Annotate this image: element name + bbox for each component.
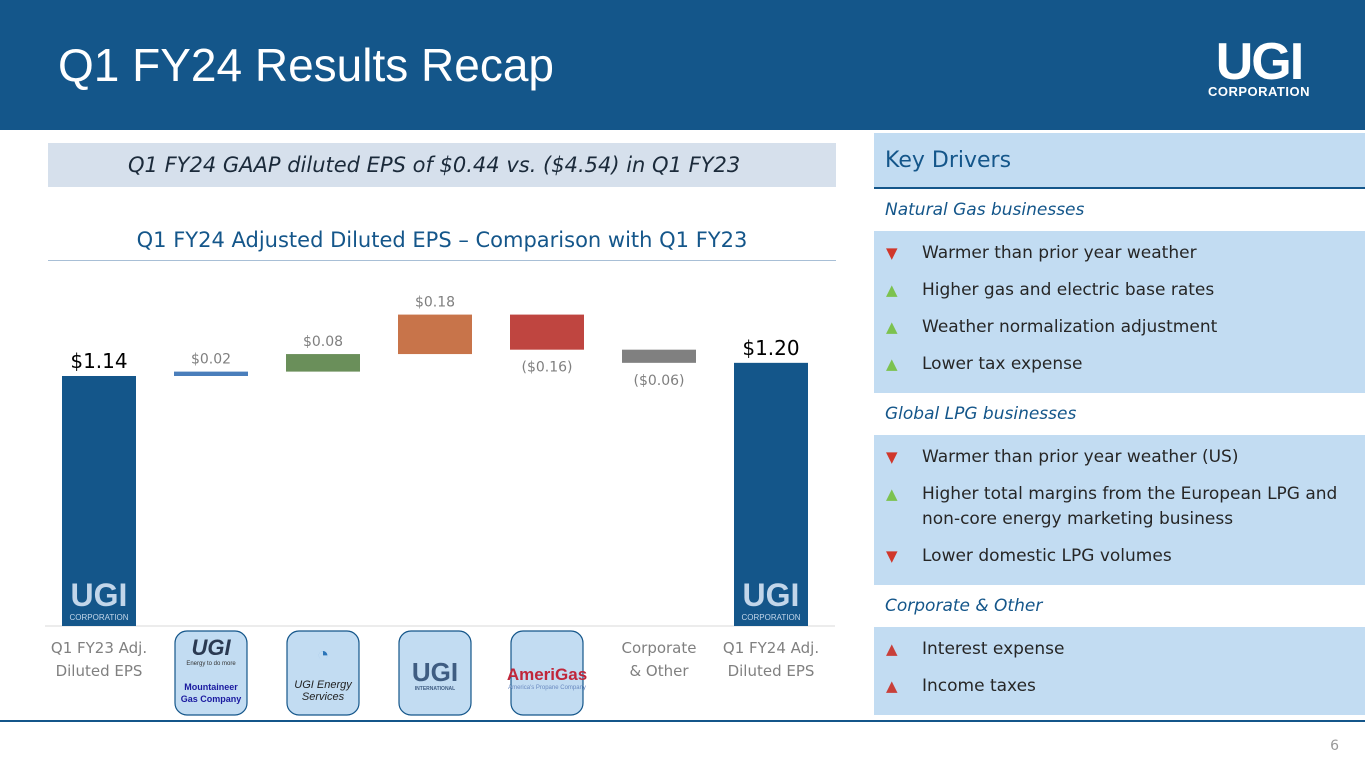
triangle-up-icon: ▲ <box>886 677 898 695</box>
bar-ugi-logo-sub: CORPORATION <box>742 613 801 622</box>
triangle-up-icon: ▲ <box>886 485 898 503</box>
chart-title: Q1 FY24 Adjusted Diluted EPS – Compariso… <box>48 228 836 261</box>
category-label-0: Q1 FY23 Adj. <box>51 639 147 657</box>
svg-text:UGI: UGI <box>412 657 458 687</box>
data-label-1: $0.02 <box>191 352 231 368</box>
category-label-0: Diluted EPS <box>56 662 143 680</box>
data-label-4: ($0.16) <box>521 360 572 376</box>
svg-text:Services: Services <box>302 691 345 703</box>
bar-1 <box>174 371 248 376</box>
driver-item: ▼ Warmer than prior year weather (US) <box>874 439 1365 476</box>
svg-text:America's Propane Company: America's Propane Company <box>508 685 586 691</box>
triangle-down-icon: ▼ <box>886 547 898 565</box>
key-drivers-title: Key Drivers <box>874 133 1365 189</box>
svg-text:Gas Company: Gas Company <box>181 694 242 704</box>
svg-text:INTERNATIONAL: INTERNATIONAL <box>415 686 455 692</box>
driver-text: Income taxes <box>922 676 1036 696</box>
bar-ugi-logo-sub: CORPORATION <box>70 613 129 622</box>
driver-section-box: ▲ Interest expense ▲ Income taxes <box>874 627 1365 715</box>
svg-text:Energy to do more: Energy to do more <box>186 661 236 667</box>
svg-text:◔: ◔ <box>317 644 329 666</box>
driver-text: Warmer than prior year weather <box>922 243 1197 263</box>
data-label-0: $1.14 <box>70 349 127 373</box>
driver-section-title: Global LPG businesses <box>885 404 1077 424</box>
bar-5 <box>622 349 696 363</box>
bar-3 <box>398 314 472 355</box>
bar-ugi-logo: UGI <box>743 577 800 613</box>
driver-section-title: Corporate & Other <box>885 596 1043 616</box>
bar-ugi-logo: UGI <box>71 577 128 613</box>
driver-item: ▲ Weather normalization adjustment <box>874 309 1365 346</box>
driver-text: Weather normalization adjustment <box>922 317 1218 337</box>
driver-item: ▲ Lower tax expense <box>874 346 1365 383</box>
driver-item: ▲ Interest expense <box>874 631 1365 668</box>
page-number: 6 <box>1330 738 1339 754</box>
bar-0 <box>62 375 136 626</box>
triangle-down-icon: ▼ <box>886 448 898 466</box>
triangle-up-icon: ▲ <box>886 640 898 658</box>
category-label-5: & Other <box>629 662 689 680</box>
driver-text: Interest expense <box>922 639 1065 659</box>
driver-item: ▼ Warmer than prior year weather <box>874 235 1365 272</box>
ugi-corporation-logo: UGI CORPORATION <box>1207 33 1310 99</box>
triangle-up-icon: ▲ <box>886 318 898 336</box>
data-label-3: $0.18 <box>415 295 455 311</box>
driver-text: Lower tax expense <box>922 354 1083 374</box>
svg-text:UGI: UGI <box>191 635 231 660</box>
driver-text: Higher gas and electric base rates <box>922 280 1215 300</box>
driver-text: Higher total margins from the European L… <box>922 484 1338 529</box>
svg-text:UGI Energy: UGI Energy <box>294 679 353 691</box>
key-drivers-panel: Key Drivers Natural Gas businesses ▼ Warme… <box>874 133 1365 715</box>
triangle-up-icon: ▲ <box>886 281 898 299</box>
driver-text: Lower domestic LPG volumes <box>922 546 1172 566</box>
bar-6 <box>734 362 808 626</box>
driver-item: ▲ Higher gas and electric base rates <box>874 272 1365 309</box>
bar-4 <box>510 314 584 350</box>
svg-text:Mountaineer: Mountaineer <box>184 682 238 692</box>
category-label-6: Diluted EPS <box>728 662 815 680</box>
driver-section-box: ▼ Warmer than prior year weather ▲ Higher g… <box>874 231 1365 393</box>
driver-item: ▼ Lower domestic LPG volumes <box>874 538 1365 575</box>
driver-section-box: ▼ Warmer than prior year weather (US) ▲ Hig… <box>874 435 1365 585</box>
driver-item: ▲ Higher total margins from the European … <box>874 476 1365 538</box>
data-label-6: $1.20 <box>742 336 799 360</box>
svg-text:AmeriGas: AmeriGas <box>507 665 587 684</box>
bar-2 <box>286 354 360 372</box>
gaap-eps-banner: Q1 FY24 GAAP diluted EPS of $0.44 vs. ($… <box>48 143 836 187</box>
header-bar: Q1 FY24 Results Recap UGI CORPORATION <box>0 0 1365 130</box>
triangle-up-icon: ▲ <box>886 355 898 373</box>
page-title: Q1 FY24 Results Recap <box>58 39 555 91</box>
data-label-5: ($0.06) <box>633 373 684 389</box>
category-label-5: Corporate <box>622 639 697 657</box>
category-label-6: Q1 FY24 Adj. <box>723 639 819 657</box>
footer-divider <box>0 720 1365 722</box>
driver-section-title: Natural Gas businesses <box>885 200 1085 220</box>
driver-text: Warmer than prior year weather (US) <box>922 447 1239 467</box>
driver-item: ▲ Income taxes <box>874 668 1365 705</box>
data-label-2: $0.08 <box>303 334 343 350</box>
triangle-down-icon: ▼ <box>886 244 898 262</box>
